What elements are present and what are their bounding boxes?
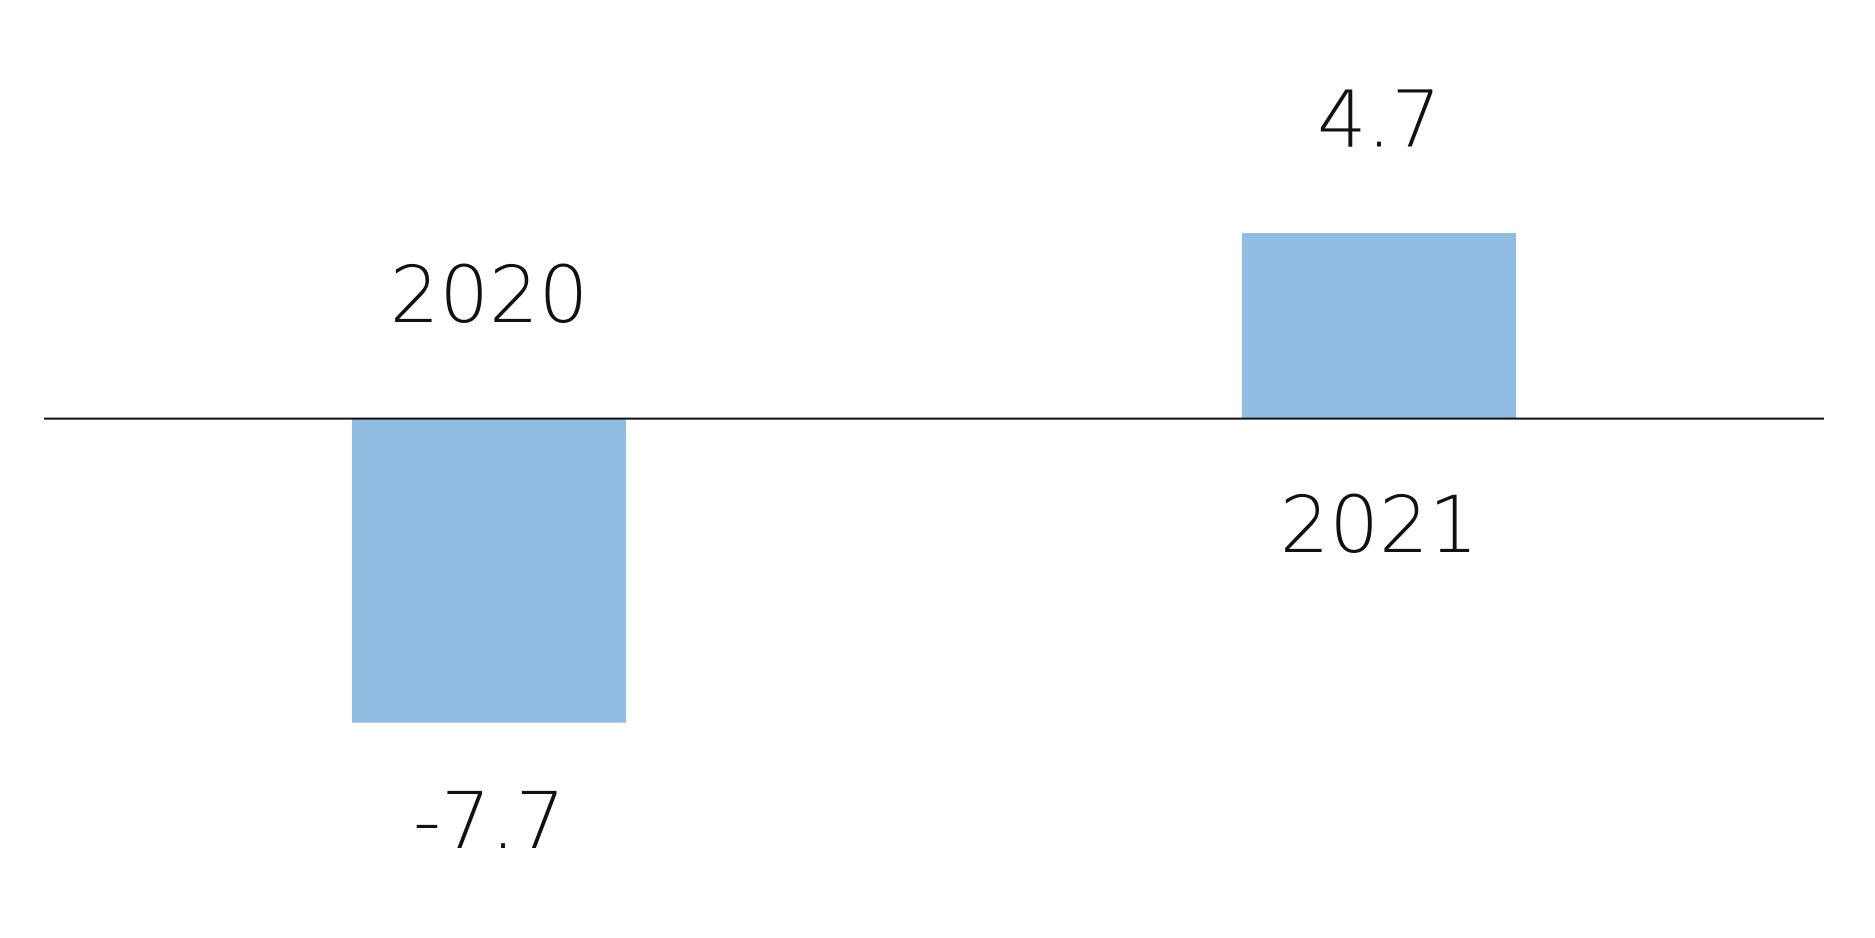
category-label: 2021: [1280, 481, 1479, 571]
bar: [351, 418, 627, 723]
value-label: -7.7: [413, 777, 565, 867]
category-label: 2020: [390, 251, 589, 341]
bar: [1241, 233, 1517, 419]
value-label: 4.7: [1317, 76, 1441, 166]
